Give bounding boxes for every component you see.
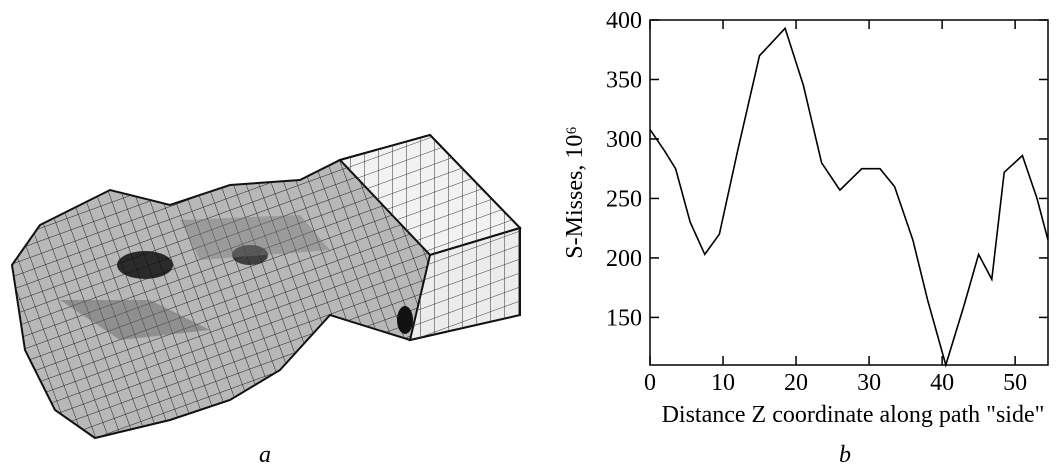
- y-tick-label: 150: [606, 305, 642, 331]
- y-axis-label: S-Misses, 10⁶: [562, 126, 588, 258]
- line-chart: 150 200 250 300 350 400 0 10 20 30 40 50 Distance Z …: [562, 8, 1048, 428]
- data-line: [650, 28, 1048, 365]
- plot-frame: [650, 20, 1048, 365]
- panel-label: b: [839, 442, 851, 468]
- x-tick-label: 0: [644, 370, 656, 396]
- y-tick-label: 350: [606, 67, 642, 93]
- x-tick-label: 40: [930, 370, 954, 396]
- x-tick-label: 30: [857, 370, 881, 396]
- x-tick-label: 50: [1003, 370, 1027, 396]
- x-axis-label: Distance Z coordinate along path "side": [662, 402, 1045, 428]
- figure: a b 150 200 250 300 350 400 0 10 20 30 40 50 Distanc…: [0, 0, 1060, 475]
- mesh-model: [12, 135, 520, 438]
- panel-label: a: [259, 442, 271, 468]
- x-tick-label: 20: [784, 370, 808, 396]
- y-tick-label: 400: [606, 8, 642, 34]
- y-tick-label: 300: [606, 127, 642, 153]
- y-tick-label: 250: [606, 186, 642, 212]
- y-tick-label: 200: [606, 246, 642, 272]
- x-tick-label: 10: [711, 370, 735, 396]
